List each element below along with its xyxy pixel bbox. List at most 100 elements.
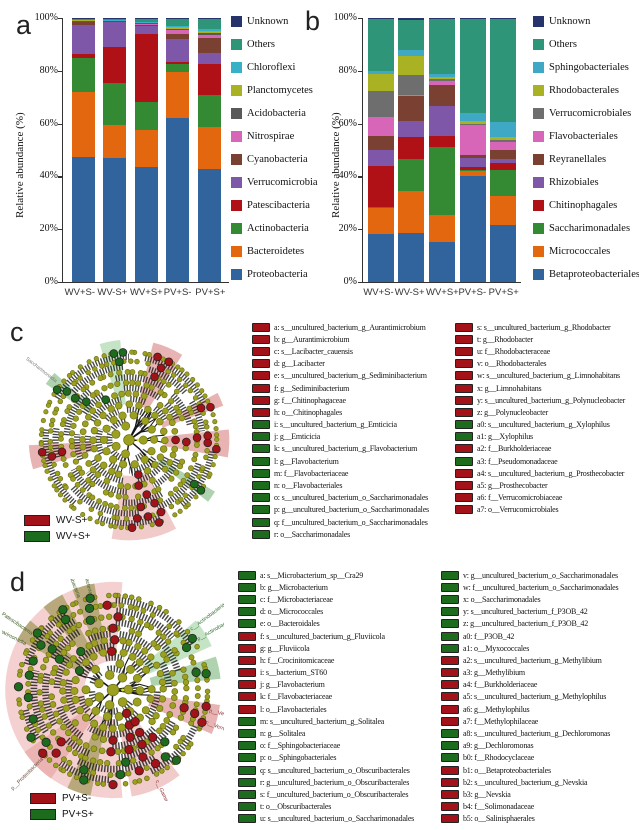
taxon-entry: d: o__Micrococcales [238,606,414,618]
bar-segment-Chitinophagales [367,165,394,207]
taxon-label: b0: f__Rhodocyclaceae [463,753,535,763]
ring-stripe [118,720,176,761]
panel-a: Relative abundance (%) 0% 20% 40% 60% 80% 100… [0,0,320,315]
ring-stripe [107,460,120,472]
clade-node [66,627,73,635]
clade-node [117,723,126,732]
taxon-swatch [238,631,256,641]
ring-stripe [54,353,130,400]
lefse-wedge [43,594,95,661]
clade-node [60,723,67,731]
clade-node [68,437,75,444]
taxon-swatch [441,789,459,799]
clade-node [193,442,200,448]
taxon-swatch [441,655,459,665]
clade-node [52,710,60,718]
significant-node [13,682,24,692]
ring-stripe [23,610,69,666]
clade-node [127,604,134,610]
bar-segment-Nitrospirae [197,35,221,38]
legend-item: Chloroflexi [231,62,318,73]
clade-node [115,760,123,767]
taxon-label: q: s__uncultured_bacterium_o_Obscuribact… [260,765,410,775]
clade-node [173,469,180,476]
bar-segment-Proteobacteria [166,118,189,282]
bar-segment-Planctomycetes [71,20,95,21]
taxon-entry: h: o__Chitinophagales [252,406,429,418]
bar-segment-Chitinophagales [490,163,517,170]
taxon-entry: l: g__Flavobacterium [252,455,429,467]
bar-segment-Verrucomicrobiales [367,90,394,118]
clade-node [121,505,128,511]
clade-node [171,445,179,453]
taxon-label: z: g__uncultured_bacterium_f_P3OB_42 [463,619,588,629]
clade-node [55,621,62,628]
ring-stripe [156,462,202,511]
ring-stripe [85,469,128,495]
y-tick-mark [58,176,62,178]
bar-segment-Verrucomicrobia [134,25,158,34]
y-tick-mark [358,229,362,231]
legend-label: Unknown [247,16,289,27]
clade-node [122,780,129,787]
clade-node [163,717,171,724]
bar-segment-Verrucomicrobia [166,39,189,62]
clade-node [135,630,142,638]
significant-node [79,775,89,785]
y-tick-mark [58,18,62,20]
taxon-entry: b: g__Aurantimicrobium [252,333,429,345]
taxon-swatch [238,802,256,812]
taxon-label: w: f__uncultured_bacterium_o_Saccharimon… [463,582,619,592]
clade-node [144,775,150,782]
ring-stripe [130,395,148,406]
clade-node [91,706,101,716]
clade-node [175,364,181,370]
significant-node [121,757,131,767]
taxon-swatch [252,420,270,430]
taxon-label: l: o__Flavobacteriales [260,704,327,714]
y-tick-mark [358,176,362,178]
clade-node [59,421,66,428]
group-legend-row: WV+S+ [24,531,90,542]
clade-node [106,613,113,620]
bar-WV+S+ [134,18,158,282]
clade-node [64,644,72,652]
bar-segment-Others [367,18,394,71]
clade-node [59,679,67,687]
clade-node [95,780,101,787]
clade-node [60,456,67,462]
significant-node [26,732,36,742]
root-dot [136,438,140,442]
clade-node [108,523,114,529]
clade-node [178,458,186,465]
taxon-entry: q: f__uncultured_bacterium_o_Saccharimon… [252,516,429,528]
clade-node [176,376,183,383]
clade-node [60,767,67,774]
clade-node [132,697,142,707]
clade-node [46,757,53,763]
clade-node [147,447,156,456]
bar-segment-Sphingobacteriales [459,113,486,122]
taxon-entry: s: f__uncultured_bacterium_o_Obscuribact… [238,788,414,800]
clade-node [135,493,142,500]
y-tick-label: 60% [39,117,58,129]
clade-node [188,465,194,472]
taxon-swatch [455,395,473,405]
ring-stripe [148,724,199,775]
taxon-label: a2: f__Burkholderiaceae [477,444,552,454]
significant-node [113,612,123,622]
bar-segment-Chitinophagales [459,167,486,170]
bar-segment-Sphingobacteriales [490,122,517,137]
taxon-label: b3: g__Nevskia [463,789,511,799]
taxon-swatch [441,607,459,617]
legend-item: Micrococcales [533,246,639,257]
bar-segment-Micrococcales [367,208,394,235]
legend-item: Betaproteobacteriales [533,269,639,280]
taxon-entry: m: s__uncultured_bacterium_g_Solitalea [238,715,414,727]
clade-node [140,607,147,614]
significant-node [150,372,159,382]
clade-node [71,380,77,387]
taxon-label: b5: o__Salinisphaerales [463,814,535,824]
legend-swatch [533,269,544,280]
y-tick-label: 100% [333,12,357,23]
